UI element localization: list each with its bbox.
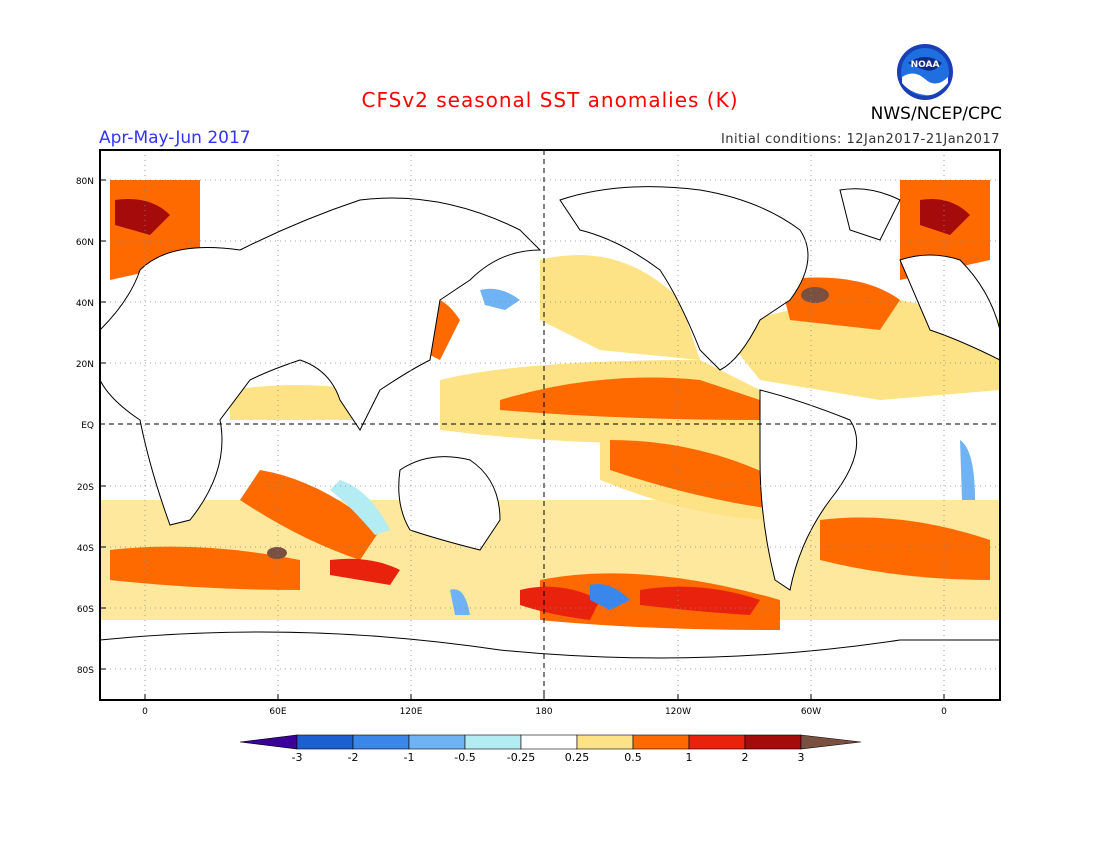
map-title: CFSv2 seasonal SST anomalies (K) [361,88,739,112]
colorbar-label: 3 [798,751,805,764]
continents [100,186,1000,700]
eurasia-africa [100,197,542,526]
colorbar-label: -0.5 [454,751,475,764]
colorbar-label: 0.25 [565,751,590,764]
colorbar-segment [464,734,522,750]
colorbar-segment [688,734,746,750]
gridlines [100,150,1000,700]
anomaly-peru-coast [610,440,780,510]
anomaly-field [100,180,1000,700]
colorbar-label: -0.25 [507,751,535,764]
colorbar-segment [520,734,578,750]
lon-label: 120W [665,707,691,717]
lon-ticks [144,694,945,700]
colorbar-label: 1 [686,751,693,764]
lon-axis: 0 60E 120E 180 120W 60W 0 [142,707,947,717]
colorbar-segment [576,734,634,750]
north-america [559,186,809,371]
organization-label: NWS/NCEP/CPC [870,104,1002,124]
anomaly-equatorial-pacific [500,377,760,420]
anomaly-cool-benguela [960,440,975,500]
anomaly-cool-indian [330,480,390,535]
lat-ticks [100,179,106,670]
logo-text: NOAA [911,60,940,70]
anomaly-core-norwegian-sea-east [920,199,970,235]
colorbar-label: -2 [348,751,359,764]
lat-label: 60S [77,605,94,615]
anomaly-cool-tasman [450,589,470,615]
anomaly-cool-south-pacific [590,584,630,610]
lat-label: 80S [77,666,94,676]
lon-label: 0 [941,707,947,717]
lon-label: 120E [400,707,423,717]
australia [398,456,501,551]
lat-axis: 80N 60N 40N 20N EQ 20S 40S 60S 80S [76,177,94,676]
anomaly-south-atlantic [110,546,300,590]
forecast-period: Apr-May-Jun 2017 [99,128,251,148]
anomaly-core-south-indian [330,558,400,585]
greenland [839,188,901,241]
lon-label: 0 [142,707,148,717]
lat-label: 40N [76,299,94,309]
anomaly-indian-ocean-weak [230,385,360,420]
lon-label: 180 [535,707,552,717]
anomaly-cool-north-pacific [480,288,520,310]
lat-label: EQ [81,421,94,431]
lat-label: 80N [76,177,94,187]
color-bar-legend: -3 -2 -1 -0.5 -0.25 0.25 0.5 1 2 3 [239,734,862,764]
lon-label: 60W [801,707,821,717]
colorbar-label: 2 [742,751,749,764]
colorbar-min-arrow [239,734,298,750]
lat-label: 20S [77,483,94,493]
colorbar-segment [296,734,354,750]
lat-label: 20N [76,360,94,370]
antarctica [100,631,1000,700]
lat-label: 40S [77,544,94,554]
colorbar-label: -1 [404,751,415,764]
anomaly-max-gulf-stream [801,287,829,303]
anomaly-south-indian [240,470,380,560]
europe-east [899,254,1000,361]
anomaly-north-pacific-weak [540,255,700,360]
colorbar-segment [632,734,690,750]
colorbar-segment [744,734,802,750]
lon-label: 60E [269,707,286,717]
initial-conditions: Initial conditions: 12Jan2017-21Jan2017 [720,132,1000,147]
colorbar-segment [408,734,466,750]
anomaly-core-south-pacific [520,586,600,620]
noaa-logo-icon: NOAA [897,44,953,100]
anomaly-southwest-atlantic [820,517,990,580]
colorbar-label: 0.5 [624,751,642,764]
colorbar-label: -3 [292,751,303,764]
colorbar-max-arrow [800,734,862,750]
lat-label: 60N [76,238,94,248]
anomaly-core-norwegian-sea [115,199,170,235]
map-frame [99,149,1001,701]
anomaly-max-south-indian [267,547,287,559]
south-america [759,389,858,591]
colorbar-segment [352,734,410,750]
